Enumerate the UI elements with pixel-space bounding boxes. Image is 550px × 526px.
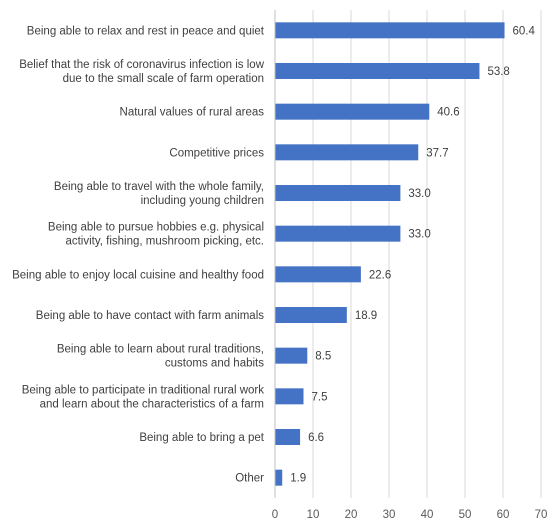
category-label-line: and learn about the characteristics of a…	[40, 398, 264, 410]
x-tick-label: 0	[272, 509, 278, 521]
bar	[275, 347, 308, 364]
x-tick-label: 60	[497, 509, 510, 521]
category-label: Being able to enjoy local cuisine and he…	[12, 269, 264, 281]
category-label-line: customs and habits	[165, 358, 264, 370]
category-label: Being able to bring a pet	[139, 432, 264, 444]
category-label: Belief that the risk of coronavirus infe…	[19, 59, 265, 85]
bar	[275, 429, 301, 445]
bars	[275, 22, 505, 486]
bar	[275, 388, 304, 405]
category-label: Being able to have contact with farm ani…	[36, 310, 264, 322]
bar-value-label: 8.5	[315, 351, 331, 363]
category-label-line: Being able to travel with the whole fami…	[54, 181, 264, 193]
x-tick-label: 70	[535, 509, 548, 521]
category-label: Competitive prices	[169, 147, 264, 159]
bar	[275, 185, 401, 201]
category-label-line: Being able to pursue hobbies e.g. physic…	[48, 222, 264, 234]
bar	[275, 63, 480, 79]
bar-value-label: 18.9	[355, 310, 377, 322]
bar	[275, 307, 347, 323]
category-label-line: Being able to have contact with farm ani…	[36, 310, 264, 322]
category-label-line: including young children	[141, 195, 264, 207]
category-label-line: Being able to bring a pet	[139, 432, 264, 444]
bar	[275, 144, 419, 161]
bar	[275, 266, 361, 283]
category-label: Being able to learn about rural traditio…	[57, 344, 264, 370]
x-axis-tick-labels: 0 10 20 30 40 50 60 70	[272, 509, 548, 521]
value-labels: 60.4 53.8 40.6 37.7 33.0 33.0 22.6 18.9 8.5 7.5 6.…	[290, 25, 535, 484]
category-label: Other	[235, 473, 264, 485]
category-label-line: Natural values of rural areas	[120, 107, 265, 119]
bar	[275, 103, 430, 120]
x-tick-label: 30	[383, 509, 396, 521]
category-label-line: Competitive prices	[169, 147, 264, 159]
bar	[275, 225, 401, 242]
category-label: Being able to participate in traditional…	[22, 384, 265, 410]
bar-value-label: 6.6	[308, 432, 324, 444]
category-label-line: Being able to relax and rest in peace an…	[27, 25, 265, 37]
category-label: Being able to pursue hobbies e.g. physic…	[48, 222, 264, 248]
bar-value-label: 7.5	[312, 391, 328, 403]
x-tick-label: 20	[345, 509, 358, 521]
category-labels: Being able to relax and rest in peace an…	[12, 25, 265, 484]
bar-value-label: 37.7	[426, 147, 448, 159]
category-label-line: Being able to enjoy local cuisine and he…	[12, 269, 264, 281]
category-label-line: activity, fishing, mushroom picking, etc…	[65, 236, 264, 248]
category-label-line: Belief that the risk of coronavirus infe…	[19, 59, 265, 71]
category-label-line: Being able to participate in traditional…	[22, 384, 265, 396]
x-tick-label: 40	[421, 509, 434, 521]
category-label: Being able to relax and rest in peace an…	[27, 25, 265, 37]
category-label: Natural values of rural areas	[120, 107, 265, 119]
gridlines	[312, 10, 542, 498]
bar-value-label: 40.6	[437, 107, 459, 119]
category-label-line: Other	[235, 473, 264, 485]
category-label-line: Being able to learn about rural traditio…	[57, 344, 264, 356]
category-label-line: due to the small scale of farm operation	[63, 73, 264, 85]
bar-value-label: 22.6	[369, 269, 391, 281]
bar	[275, 22, 505, 39]
bar-value-label: 1.9	[290, 473, 306, 485]
bar	[275, 469, 283, 486]
bar-value-label: 60.4	[513, 25, 536, 37]
bar-value-label: 53.8	[487, 66, 509, 78]
category-label: Being able to travel with the whole fami…	[54, 181, 264, 207]
bar-value-label: 33.0	[408, 229, 430, 241]
x-tick-label: 10	[307, 509, 320, 521]
x-tick-label: 50	[459, 509, 472, 521]
bar-value-label: 33.0	[408, 188, 430, 200]
